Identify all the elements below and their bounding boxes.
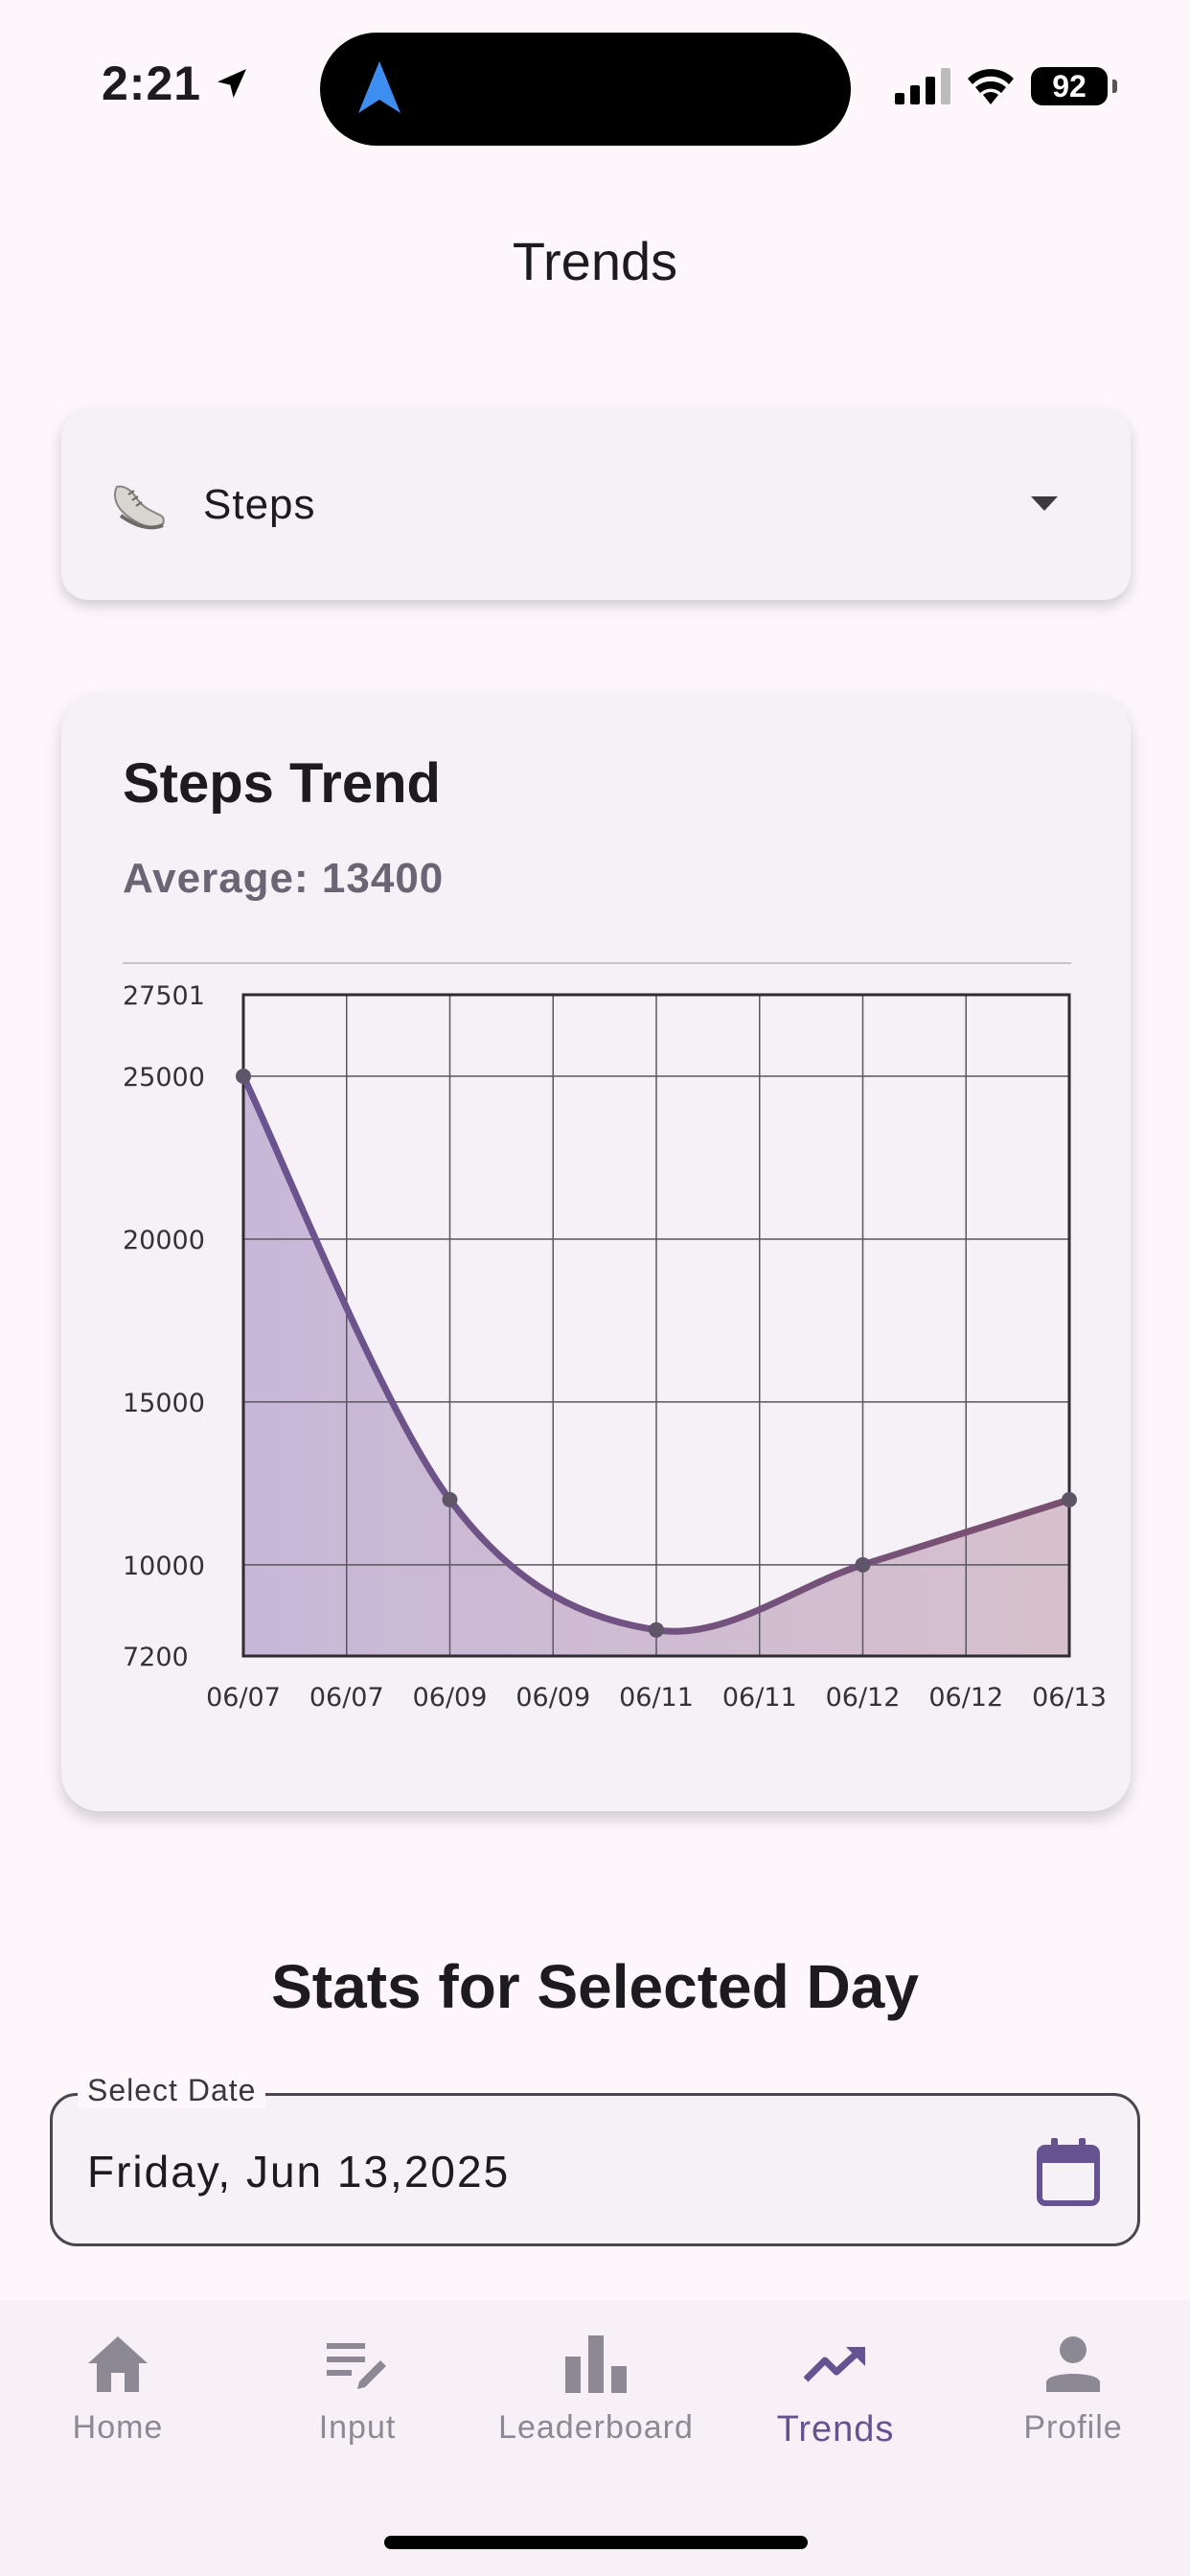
nav-label-leaderboard: Leaderboard: [498, 2409, 694, 2446]
nav-item-profile[interactable]: Profile: [958, 2331, 1188, 2447]
x-tick-label: 06/07: [309, 1683, 384, 1713]
x-tick-label: 06/11: [722, 1683, 797, 1713]
chart-data-point: [855, 1556, 871, 1573]
dynamic-island: [320, 33, 851, 146]
x-tick-label: 06/13: [1032, 1683, 1107, 1713]
wifi-icon: [968, 69, 1014, 104]
x-tick-label: 06/12: [928, 1683, 1003, 1713]
chart-border: [241, 993, 1071, 1658]
metric-dropdown[interactable]: Steps: [61, 410, 1131, 600]
navigation-icon: [358, 61, 400, 113]
status-time: 2:21: [102, 56, 251, 111]
y-tick-label: 25000: [123, 1063, 205, 1092]
signal-icon: [895, 68, 950, 104]
date-field-label: Select Date: [78, 2073, 266, 2108]
y-tick-label: 15000: [123, 1389, 205, 1418]
edit-note-icon: [327, 2343, 386, 2389]
x-tick-label: 06/09: [413, 1683, 488, 1713]
trending-up-icon: [804, 2347, 865, 2382]
status-time-text: 2:21: [102, 57, 202, 110]
calendar-icon[interactable]: [1036, 2138, 1101, 2207]
nav-item-trends[interactable]: Trends: [721, 2331, 950, 2450]
nav-label-input: Input: [318, 2409, 397, 2446]
chart-data-point: [236, 1069, 251, 1085]
y-tick-label: 27501: [123, 981, 205, 1011]
metric-dropdown-label: Steps: [203, 481, 316, 528]
date-picker-field[interactable]: Select Date Friday, Jun 13,2025: [50, 2073, 1140, 2246]
battery-level: 92: [1052, 68, 1087, 104]
x-tick-label: 06/07: [206, 1683, 281, 1713]
location-arrow-icon: [217, 69, 247, 98]
trend-chart-card: Steps Trend Average: 13400 27501 25000 200…: [61, 694, 1131, 1811]
y-tick-label: 10000: [123, 1552, 205, 1581]
nav-item-leaderboard[interactable]: Leaderboard: [481, 2331, 711, 2447]
nav-label-trends: Trends: [776, 2409, 895, 2450]
page-title: Trends: [512, 231, 678, 291]
shoe-icon: [114, 485, 165, 530]
battery-indicator: 92: [1031, 67, 1117, 105]
home-indicator: [384, 2536, 808, 2549]
chart-series-line: [240, 1072, 1073, 1635]
divider: [123, 962, 1071, 964]
nav-label-home: Home: [72, 2409, 164, 2446]
nav-item-input[interactable]: Input: [242, 2331, 472, 2447]
person-icon: [1046, 2336, 1100, 2392]
dropdown-arrow-icon: [1031, 496, 1058, 511]
steps-trend-chart: 27501 25000 20000 15000 10000 7200 06/07 06/07 0…: [123, 981, 1107, 1713]
y-tick-label: 20000: [123, 1226, 205, 1255]
x-tick-label: 06/09: [515, 1683, 590, 1713]
status-indicators: 92: [895, 67, 1117, 105]
x-tick-label: 06/11: [619, 1683, 694, 1713]
nav-label-profile: Profile: [1023, 2409, 1123, 2446]
chart-data-point: [442, 1491, 458, 1507]
nav-item-home[interactable]: Home: [3, 2331, 233, 2447]
home-icon: [88, 2336, 148, 2392]
chart-data-point: [649, 1622, 664, 1638]
date-field-value: Friday, Jun 13,2025: [87, 2147, 511, 2196]
x-tick-label: 06/12: [826, 1683, 901, 1713]
bottom-navigation: Home Input Leaderboard: [0, 2300, 1190, 2576]
chart-title: Steps Trend: [123, 752, 441, 815]
chart-data-point: [1062, 1491, 1077, 1507]
bar-chart-icon: [565, 2335, 627, 2393]
y-tick-label: 7200: [123, 1643, 189, 1672]
average-value: Average: 13400: [123, 855, 445, 902]
stats-heading: Stats for Selected Day: [271, 1952, 919, 2021]
